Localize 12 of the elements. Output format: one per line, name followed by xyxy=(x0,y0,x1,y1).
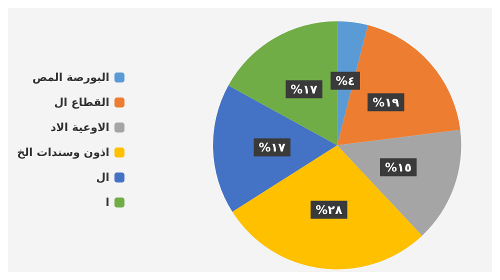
data-label: %٢٨ xyxy=(316,202,343,217)
legend-label: الاوعية الاد xyxy=(50,121,110,134)
legend-label: اذون وسندات الخ xyxy=(17,146,110,159)
data-label: %١٩ xyxy=(372,95,400,110)
legend-label: ال xyxy=(96,171,110,184)
legend-label: البورصة المص xyxy=(32,71,110,84)
data-label: %١٥ xyxy=(384,160,412,174)
data-label: %١٧ xyxy=(258,140,286,154)
data-label: %١٧ xyxy=(290,82,318,96)
legend-label: القطاع ال xyxy=(54,96,110,109)
data-label: %٤ xyxy=(336,74,355,88)
legend-label: ا xyxy=(106,196,110,209)
